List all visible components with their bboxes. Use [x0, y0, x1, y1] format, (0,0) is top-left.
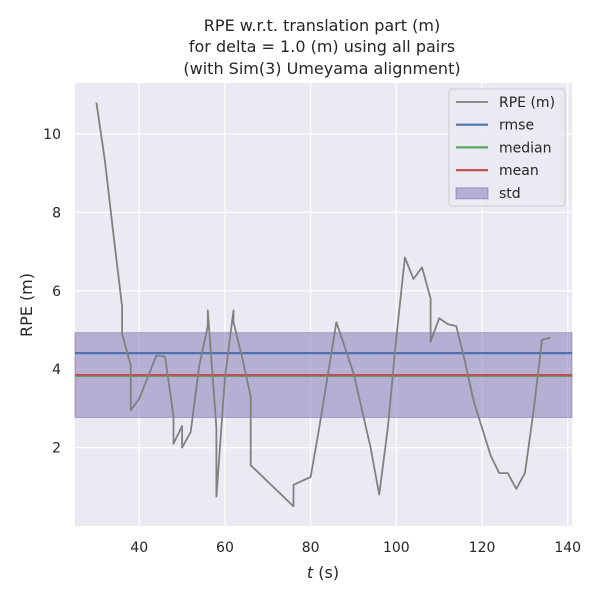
y-tick-labels: 2 4 6 8 10	[43, 127, 61, 457]
y-tick-label: 2	[52, 441, 61, 457]
x-tick-label: 120	[469, 540, 496, 556]
x-tick-label: 60	[216, 540, 234, 556]
y-tick-label: 4	[52, 362, 61, 378]
legend-label: mean	[499, 163, 539, 179]
y-tick-label: 10	[43, 127, 61, 143]
x-tick-label: 80	[302, 540, 320, 556]
stat-lines-group	[75, 352, 572, 377]
legend-label: median	[499, 140, 551, 156]
y-axis-label: RPE (m)	[17, 273, 36, 337]
legend-label: std	[499, 186, 521, 202]
x-axis-label-unit: (s)	[318, 563, 339, 582]
chart-title-line-2: for delta = 1.0 (m) using all pairs	[189, 37, 455, 56]
legend-label: rmse	[499, 118, 534, 134]
x-tick-labels: 40 60 80 100 120 140	[130, 540, 581, 556]
legend-swatch-std	[455, 187, 489, 200]
legend-frame	[448, 88, 566, 207]
x-tick-label: 100	[383, 540, 410, 556]
legend-label: RPE (m)	[499, 95, 555, 111]
x-axis-label-var: t	[307, 563, 314, 582]
chart-title-line-1: RPE w.r.t. translation part (m)	[204, 16, 440, 35]
y-tick-label: 8	[52, 205, 61, 221]
x-tick-label: 40	[130, 540, 148, 556]
x-axis-label: t (s)	[307, 563, 339, 582]
chart-title-line-3: (with Sim(3) Umeyama alignment)	[183, 59, 460, 78]
x-tick-label: 140	[554, 540, 581, 556]
rpe-series-line	[95, 102, 551, 508]
legend: RPE (m) rmse median mean std	[448, 88, 566, 207]
y-tick-label: 6	[52, 284, 61, 300]
